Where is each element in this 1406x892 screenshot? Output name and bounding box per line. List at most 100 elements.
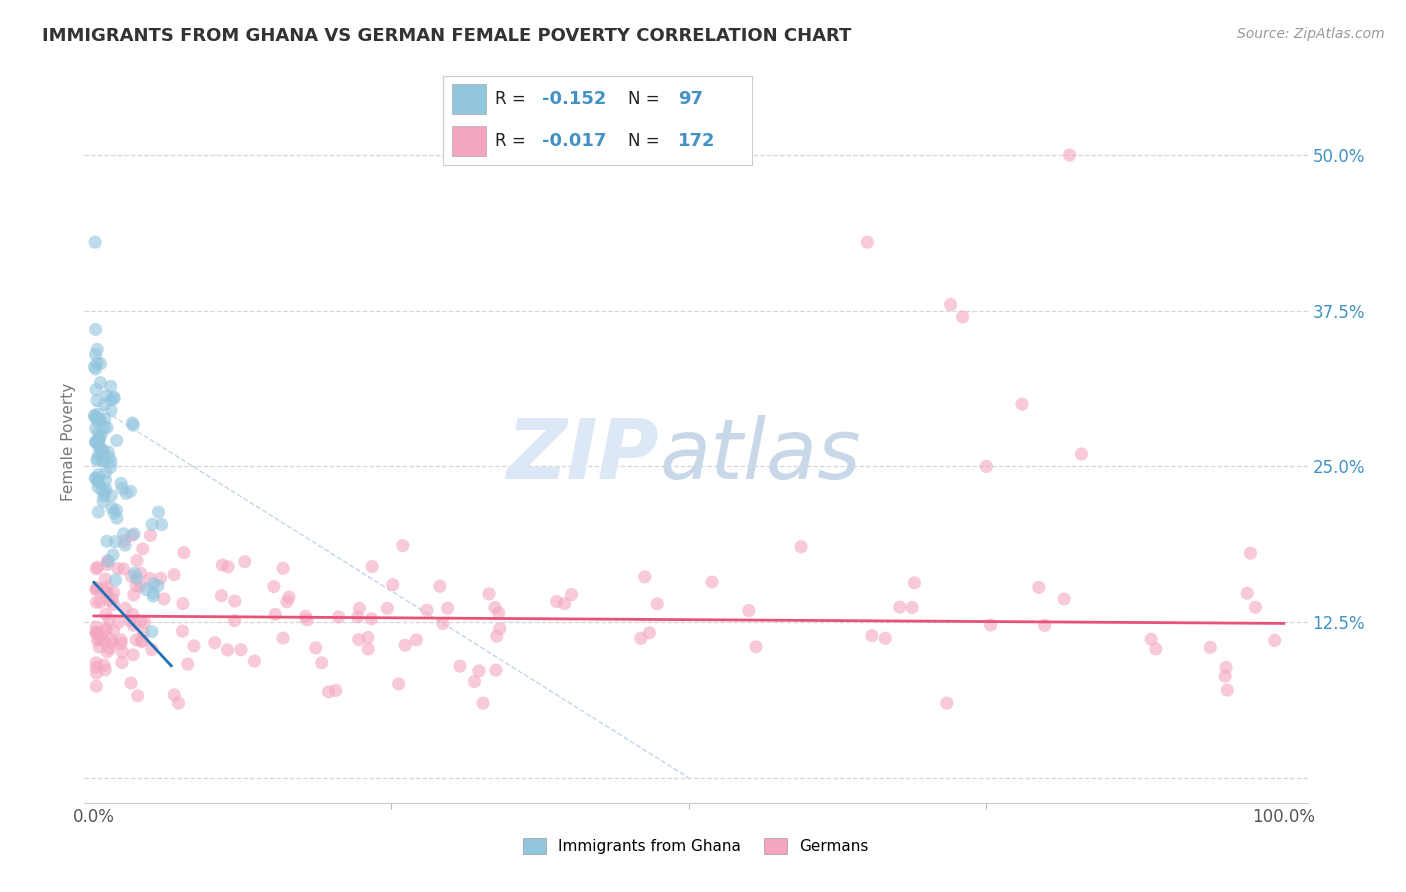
- Point: [1239, 546, 1261, 560]
- Point: [325, 683, 347, 698]
- Point: [87, 436, 110, 450]
- Point: [98, 450, 121, 465]
- Point: [100, 392, 122, 407]
- Point: [311, 656, 333, 670]
- Point: [347, 632, 370, 647]
- Point: [94, 572, 117, 586]
- Point: [901, 600, 924, 615]
- Point: [94, 466, 117, 480]
- Point: [125, 632, 148, 647]
- Point: [264, 607, 287, 622]
- Point: [86, 414, 108, 428]
- Point: [96, 420, 118, 434]
- Point: [105, 434, 128, 448]
- Point: [84, 347, 107, 361]
- Point: [84, 322, 107, 336]
- Point: [101, 500, 124, 515]
- Point: [134, 615, 156, 629]
- Point: [84, 411, 107, 425]
- Point: [105, 503, 128, 517]
- FancyBboxPatch shape: [453, 126, 486, 156]
- Point: [150, 517, 173, 532]
- Point: [87, 425, 110, 439]
- Point: [224, 594, 246, 608]
- Point: [243, 654, 266, 668]
- Point: [903, 575, 925, 590]
- Point: [84, 656, 107, 670]
- Point: [139, 571, 162, 585]
- Point: [1053, 591, 1076, 606]
- Point: [1059, 148, 1081, 162]
- Point: [91, 632, 114, 646]
- Point: [416, 603, 439, 617]
- Point: [93, 485, 115, 500]
- Point: [276, 595, 298, 609]
- Text: -0.017: -0.017: [541, 132, 606, 150]
- Point: [110, 636, 132, 650]
- Point: [1011, 397, 1033, 411]
- Text: Source: ZipAtlas.com: Source: ZipAtlas.com: [1237, 27, 1385, 41]
- Point: [149, 571, 172, 585]
- Point: [93, 412, 115, 426]
- Point: [87, 475, 110, 489]
- Point: [204, 635, 226, 649]
- Point: [103, 392, 125, 406]
- Point: [121, 416, 143, 430]
- Point: [638, 625, 661, 640]
- Legend: Immigrants from Ghana, Germans: Immigrants from Ghana, Germans: [517, 832, 875, 860]
- Point: [485, 629, 508, 643]
- Point: [84, 620, 107, 634]
- Point: [91, 494, 114, 508]
- Point: [104, 534, 127, 549]
- Point: [110, 476, 132, 491]
- Point: [125, 579, 148, 593]
- Point: [103, 390, 125, 404]
- Point: [127, 689, 149, 703]
- Point: [120, 676, 142, 690]
- Point: [135, 582, 157, 597]
- Point: [935, 696, 957, 710]
- Point: [94, 623, 117, 637]
- Point: [142, 589, 165, 603]
- Point: [233, 555, 256, 569]
- Point: [100, 489, 122, 503]
- Point: [153, 591, 176, 606]
- Point: [318, 685, 340, 699]
- Point: [93, 658, 115, 673]
- Point: [1028, 581, 1050, 595]
- Point: [391, 539, 413, 553]
- Point: [114, 538, 136, 552]
- Point: [105, 511, 128, 525]
- Point: [83, 359, 105, 374]
- Point: [295, 613, 318, 627]
- Point: [132, 625, 155, 640]
- Point: [94, 622, 117, 636]
- Point: [96, 554, 118, 568]
- Point: [405, 632, 427, 647]
- Point: [142, 586, 165, 600]
- Point: [101, 591, 124, 606]
- Point: [100, 403, 122, 417]
- Point: [93, 489, 115, 503]
- Point: [146, 579, 169, 593]
- Point: [96, 580, 118, 594]
- Point: [84, 582, 107, 597]
- Point: [172, 624, 194, 639]
- Point: [107, 561, 129, 575]
- Y-axis label: Female Poverty: Female Poverty: [60, 383, 76, 500]
- Point: [217, 643, 239, 657]
- Point: [630, 632, 652, 646]
- Point: [87, 627, 110, 641]
- Point: [90, 426, 112, 441]
- Point: [952, 310, 974, 324]
- Text: 172: 172: [678, 132, 716, 150]
- Point: [112, 527, 135, 541]
- Point: [485, 663, 508, 677]
- Point: [84, 434, 107, 449]
- Point: [148, 505, 170, 519]
- Point: [177, 657, 200, 672]
- Point: [121, 607, 143, 622]
- Point: [554, 597, 576, 611]
- Point: [121, 569, 143, 583]
- FancyBboxPatch shape: [453, 84, 486, 114]
